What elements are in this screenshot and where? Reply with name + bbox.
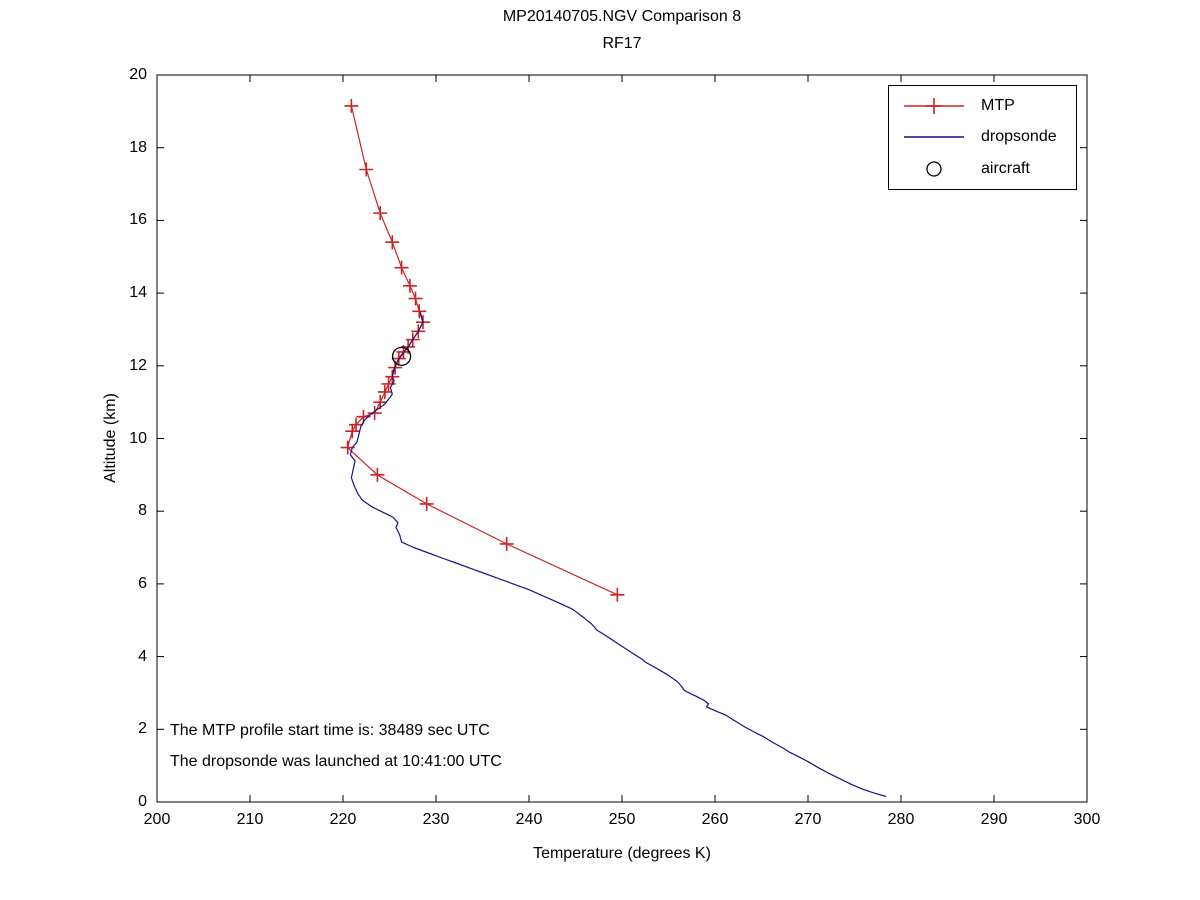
y-tick-label: 16 xyxy=(129,211,147,229)
x-axis-label: Temperature (degrees K) xyxy=(533,845,711,862)
x-tick-label: 240 xyxy=(515,811,543,828)
y-tick-label: 0 xyxy=(138,793,147,810)
mtp-plus-marker xyxy=(385,235,400,250)
mtp-plus-marker xyxy=(367,406,382,421)
y-tick-label: 14 xyxy=(129,284,147,302)
y-tick-label: 10 xyxy=(129,429,147,447)
aircraft-circle-marker xyxy=(391,346,412,366)
y-tick-label: 18 xyxy=(129,138,147,156)
mtp-plus-marker xyxy=(359,162,374,177)
x-tick-label: 290 xyxy=(980,811,1008,828)
x-tick-label: 260 xyxy=(701,811,729,828)
x-tick-label: 200 xyxy=(143,811,171,828)
chart-title: MP20140705.NGV Comparison 8 xyxy=(502,8,742,25)
aircraft-circle-icon xyxy=(926,161,942,177)
legend-item-dropsonde: dropsonde xyxy=(903,128,1076,146)
series-line-MTP xyxy=(347,105,618,596)
legend-label-mtp: MTP xyxy=(981,96,1015,114)
x-tick-label: 250 xyxy=(608,811,636,828)
x-tick-label: 220 xyxy=(329,811,357,828)
x-tick-label: 210 xyxy=(236,811,264,828)
chart-subtitle: RF17 xyxy=(602,35,642,52)
mtp-plus-marker xyxy=(381,376,396,391)
mtp-plus-marker xyxy=(344,98,359,113)
x-tick-label: 300 xyxy=(1073,811,1101,828)
mtp-plus-marker xyxy=(408,291,423,306)
y-tick-label: 8 xyxy=(138,502,147,520)
x-tick-label: 270 xyxy=(794,811,822,828)
series-line-dropsonde xyxy=(349,311,887,798)
mtp-plus-marker xyxy=(412,304,427,319)
mtp-plus-marker xyxy=(370,467,385,482)
mtp-plus-marker xyxy=(610,587,625,602)
y-tick-label: 12 xyxy=(129,356,147,374)
legend-label-aircraft: aircraft xyxy=(981,160,1030,178)
mtp-plus-marker xyxy=(377,384,392,399)
mtp-plus-marker xyxy=(345,424,360,439)
mtp-line-plus-icon xyxy=(904,97,964,114)
y-tick-label: 6 xyxy=(138,574,147,592)
mtp-plus-marker xyxy=(373,206,388,221)
y-tick-label: 4 xyxy=(138,647,147,665)
legend-label-dropsonde: dropsonde xyxy=(981,128,1057,146)
legend-item-aircraft: aircraft xyxy=(903,160,1076,178)
mtp-plus-marker xyxy=(349,417,364,432)
mtp-plus-marker xyxy=(499,536,514,551)
annotation-dropsonde-launch: The dropsonde was launched at 10:41:00 U… xyxy=(170,753,502,770)
annotation-mtp-start-time: The MTP profile start time is: 38489 sec… xyxy=(170,722,490,739)
dropsonde-line-icon xyxy=(904,136,964,139)
legend: MTP dropsonde aircraft xyxy=(888,85,1077,190)
mtp-plus-marker xyxy=(394,260,409,275)
x-tick-label: 280 xyxy=(887,811,915,828)
x-tick-label: 230 xyxy=(422,811,450,828)
mtp-plus-marker xyxy=(419,496,434,511)
y-tick-label: 20 xyxy=(129,66,147,83)
legend-item-mtp: MTP xyxy=(903,97,1076,115)
mtp-plus-marker xyxy=(402,278,417,293)
y-tick-label: 2 xyxy=(138,720,147,738)
